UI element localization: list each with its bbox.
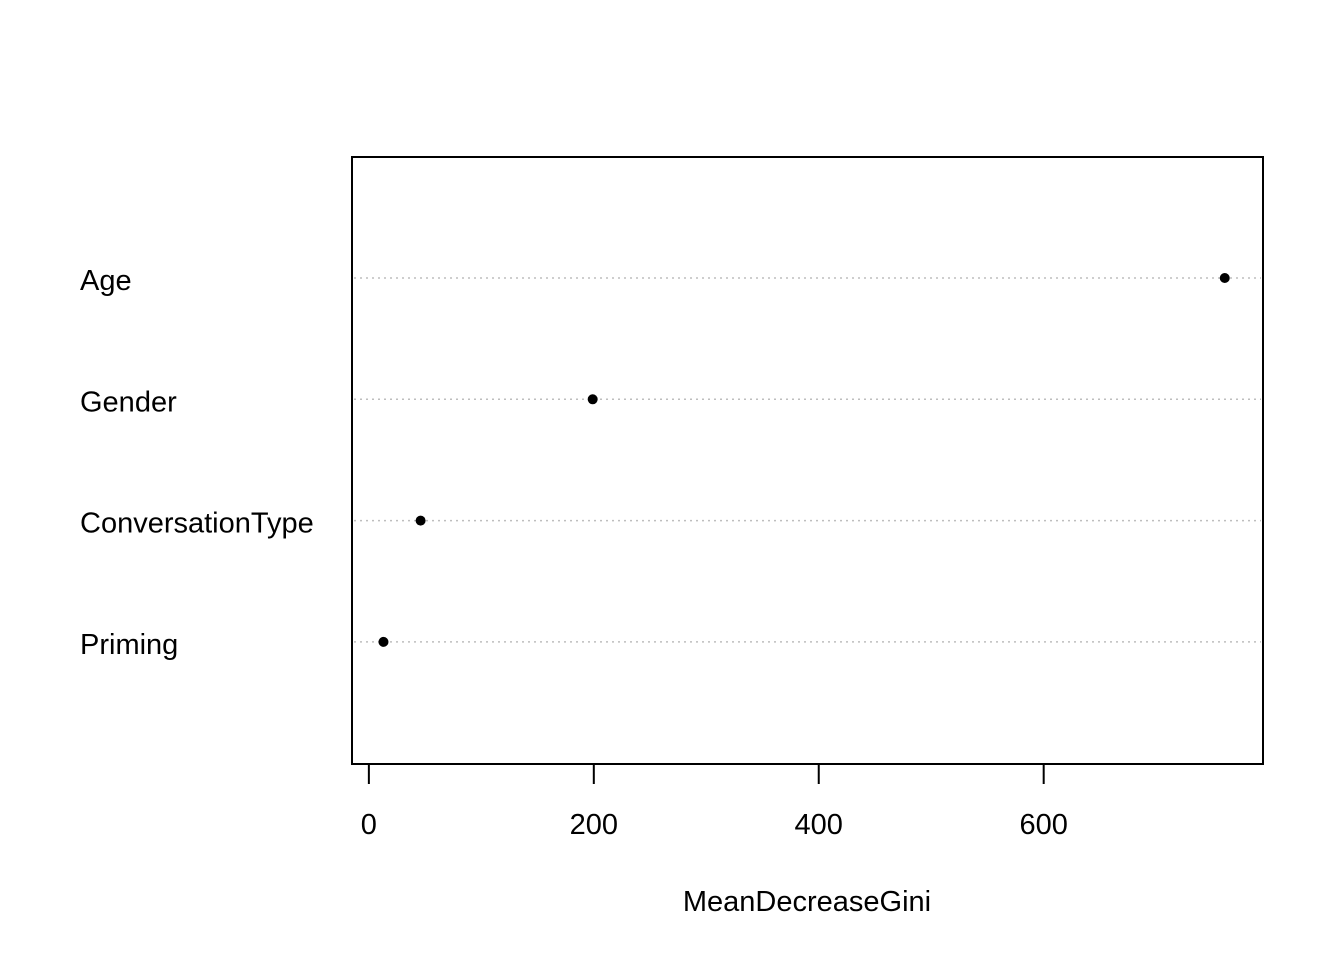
x-tick-label-200: 200	[570, 809, 618, 841]
data-point-priming	[378, 636, 389, 647]
x-axis-title: MeanDecreaseGini	[683, 886, 931, 918]
x-tick-label-600: 600	[1019, 809, 1067, 841]
category-labels: Age Gender ConversationType Priming	[80, 265, 314, 661]
category-label-conversationtype: ConversationType	[80, 508, 314, 540]
data-points	[378, 273, 1230, 647]
x-axis: 0 200 400 600	[361, 763, 1068, 841]
category-label-age: Age	[80, 265, 132, 297]
guide-lines	[354, 277, 1261, 643]
data-point-gender	[587, 394, 598, 405]
data-point-conversationtype	[415, 515, 426, 526]
category-label-gender: Gender	[80, 386, 177, 418]
x-tick-label-400: 400	[795, 809, 843, 841]
data-point-age	[1219, 273, 1230, 283]
x-tick-label-0: 0	[361, 809, 377, 841]
category-label-priming: Priming	[80, 629, 178, 661]
